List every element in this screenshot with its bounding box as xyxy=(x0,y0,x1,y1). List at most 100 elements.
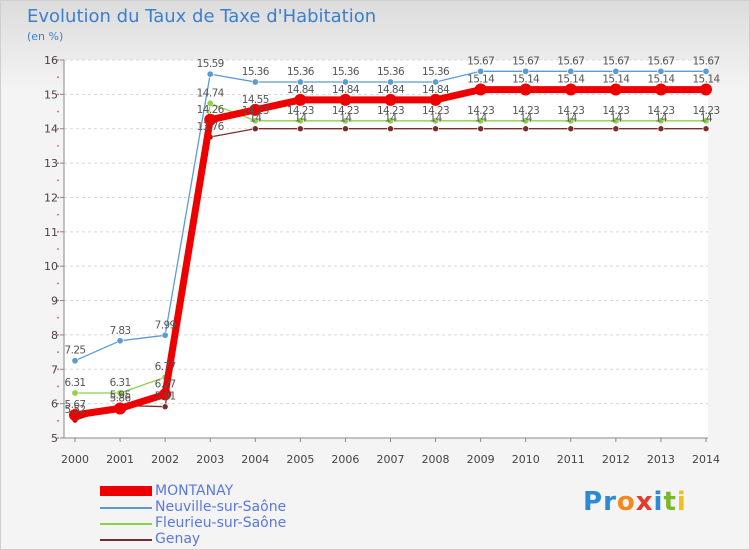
axis-decoration-dot xyxy=(57,316,59,319)
data-label-fleurieu-sur-saone: 14.23 xyxy=(692,105,719,117)
data-label-montanay: 14.26 xyxy=(197,104,225,116)
y-tick-label: 13 xyxy=(44,157,58,170)
data-label-fleurieu-sur-saone: 14.23 xyxy=(287,105,314,117)
axis-decoration-dot xyxy=(57,368,59,371)
x-tick-label: 2012 xyxy=(602,453,630,466)
data-label-montanay: 15.14 xyxy=(647,74,675,86)
y-tick-label: 10 xyxy=(44,260,58,273)
data-label-neuville-sur-saone: 15.67 xyxy=(467,55,494,67)
y-tick-label: 15 xyxy=(44,88,58,101)
y-tick-label: 16 xyxy=(44,54,58,67)
data-point-montanay xyxy=(69,408,81,421)
data-label-neuville-sur-saone: 15.67 xyxy=(557,55,584,67)
data-point-neuville-sur-saone xyxy=(612,67,620,75)
axis-decoration-dot xyxy=(57,196,59,199)
data-point-fleurieu-sur-saone xyxy=(522,117,530,125)
data-label-montanay: 14.55 xyxy=(242,94,269,106)
x-tick-label: 2013 xyxy=(647,453,675,466)
y-tick-label: 14 xyxy=(44,123,58,136)
axis-decoration-dot xyxy=(57,230,59,233)
axis-decoration-dot xyxy=(57,93,59,96)
data-point-fleurieu-sur-saone xyxy=(206,99,214,107)
logo-letter: i xyxy=(676,487,687,517)
axis-decoration-dot xyxy=(57,402,59,405)
data-point-fleurieu-sur-saone xyxy=(251,117,259,125)
y-tick-label: 12 xyxy=(44,191,58,204)
axis-decoration-dot xyxy=(57,145,59,147)
axis-decoration-dot xyxy=(57,110,59,113)
data-label-montanay: 15.14 xyxy=(692,74,720,86)
data-label-fleurieu-sur-saone: 6.31 xyxy=(110,377,131,389)
data-point-fleurieu-sur-saone xyxy=(116,389,124,397)
data-label-neuville-sur-saone: 15.67 xyxy=(602,55,629,67)
data-point-neuville-sur-saone xyxy=(477,67,485,75)
data-point-genay xyxy=(567,125,575,133)
data-point-montanay xyxy=(700,83,712,96)
data-point-neuville-sur-saone xyxy=(567,67,575,75)
data-label-neuville-sur-saone: 15.36 xyxy=(287,66,315,78)
data-label-fleurieu-sur-saone: 14.23 xyxy=(332,105,359,117)
data-point-genay xyxy=(702,125,710,133)
data-label-neuville-sur-saone: 7.25 xyxy=(65,345,86,357)
data-label-genay: 14 xyxy=(384,113,397,125)
data-point-genay xyxy=(477,125,484,133)
axis-decoration-dot xyxy=(57,437,59,439)
data-label-neuville-sur-saone: 15.67 xyxy=(512,55,539,67)
data-label-montanay: 15.14 xyxy=(602,74,630,86)
axis-decoration-dot xyxy=(57,351,59,353)
y-tick-label: 7 xyxy=(51,363,58,376)
data-label-genay: 14 xyxy=(249,113,262,125)
data-point-neuville-sur-saone xyxy=(341,78,349,86)
data-point-montanay xyxy=(564,83,577,96)
data-point-montanay xyxy=(609,83,622,96)
y-tick-label: 5 xyxy=(51,432,58,445)
data-label-genay: 14 xyxy=(610,113,623,125)
data-point-montanay xyxy=(654,83,667,96)
data-label-fleurieu-sur-saone: 14.23 xyxy=(242,105,269,117)
data-point-montanay xyxy=(519,83,532,96)
chart-title: Evolution du Taux de Taxe d'Habitation xyxy=(27,6,377,27)
data-label-genay: 14 xyxy=(339,113,352,125)
legend-swatch-montanay xyxy=(100,486,152,496)
axis-decoration-dot xyxy=(57,179,59,182)
data-label-fleurieu-sur-saone: 14.23 xyxy=(557,105,584,117)
data-point-neuville-sur-saone xyxy=(386,78,394,86)
legend-label-genay: Genay xyxy=(155,531,201,547)
axis-decoration-dot xyxy=(57,127,59,130)
data-label-fleurieu-sur-saone: 14.23 xyxy=(512,105,539,117)
data-point-fleurieu-sur-saone xyxy=(567,117,575,125)
data-label-neuville-sur-saone: 7.99 xyxy=(155,319,176,331)
unit-label: (en %) xyxy=(27,30,64,43)
data-point-montanay xyxy=(204,113,217,126)
data-label-fleurieu-sur-saone: 14.74 xyxy=(197,87,225,99)
axis-decoration-dot xyxy=(57,282,59,285)
data-label-montanay: 15.14 xyxy=(557,74,585,86)
data-label-fleurieu-sur-saone: 14.23 xyxy=(377,105,404,117)
logo-letter: x xyxy=(635,487,654,517)
axis-decoration-dot xyxy=(57,334,59,336)
axis-decoration-dot xyxy=(57,265,59,268)
data-point-genay xyxy=(161,403,169,411)
legend-swatch-fleurieu xyxy=(100,523,152,525)
data-point-neuville-sur-saone xyxy=(522,67,530,75)
x-tick-label: 2014 xyxy=(692,453,720,466)
data-point-genay xyxy=(342,125,349,133)
logo-letter: P xyxy=(583,487,604,517)
data-label-neuville-sur-saone: 15.59 xyxy=(197,58,224,70)
data-label-montanay: 6.27 xyxy=(155,378,176,390)
data-label-genay: 14 xyxy=(700,113,713,125)
x-tick-label: 2008 xyxy=(422,453,450,466)
logo-letter: i xyxy=(653,487,664,517)
axis-decoration-dot xyxy=(57,419,59,422)
data-point-montanay xyxy=(384,93,397,106)
data-point-genay xyxy=(387,125,394,133)
data-label-montanay: 5.86 xyxy=(110,392,132,404)
data-label-genay: 14 xyxy=(429,113,442,125)
data-point-neuville-sur-saone xyxy=(116,337,124,345)
data-point-fleurieu-sur-saone xyxy=(432,117,440,125)
data-point-neuville-sur-saone xyxy=(161,331,169,339)
y-tick-label: 11 xyxy=(44,226,58,239)
x-tick-label: 2004 xyxy=(241,453,269,466)
data-point-fleurieu-sur-saone xyxy=(71,389,79,397)
